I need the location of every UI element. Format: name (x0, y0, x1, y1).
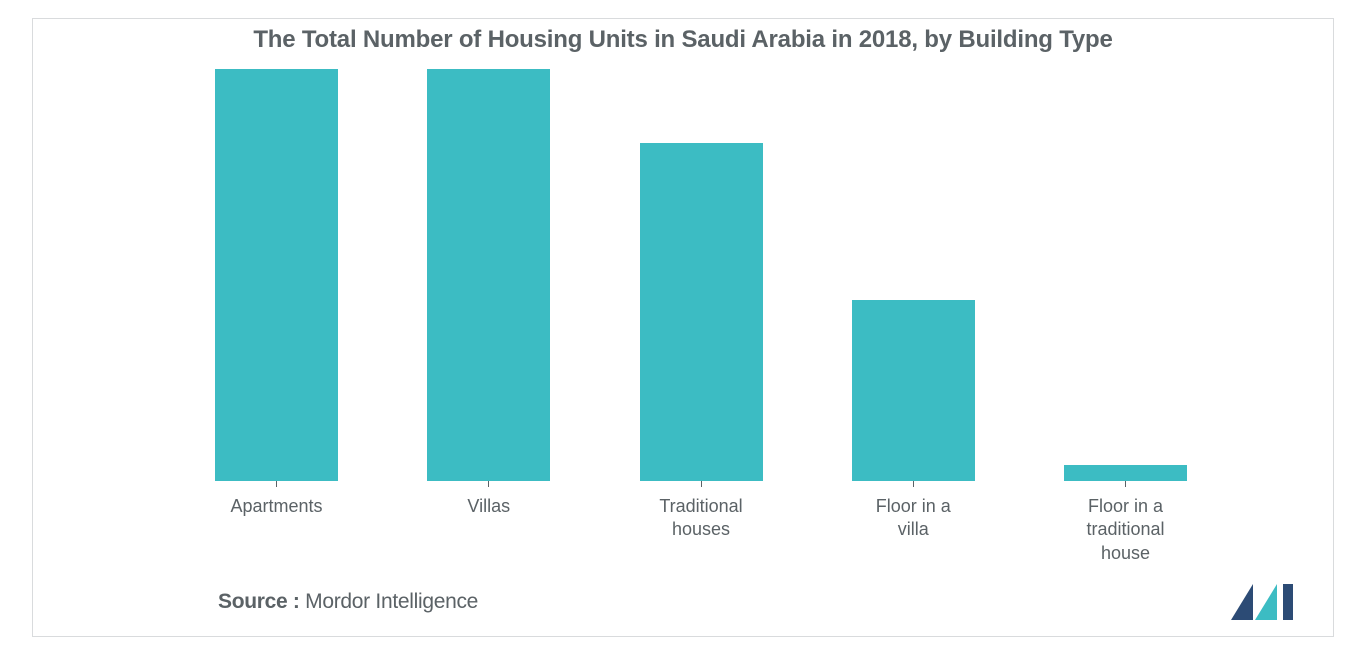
bar (215, 69, 338, 481)
labels-group: Apartments Villas Traditionalhouses Floor i… (215, 487, 1187, 565)
category-label: Floor in atraditionalhouse (1064, 495, 1187, 565)
chart-frame: The Total Number of Housing Units in Sau… (32, 18, 1334, 637)
bar (640, 143, 763, 481)
chart-container: The Total Number of Housing Units in Sau… (0, 0, 1366, 655)
bar-slot (640, 143, 763, 487)
bar-slot (215, 69, 338, 487)
bar-slot (427, 69, 550, 487)
source-line: Source : Mordor Intelligence (218, 590, 478, 614)
bars-group (215, 75, 1187, 487)
bar (1064, 465, 1187, 481)
bar (427, 69, 550, 481)
chart-title: The Total Number of Housing Units in Sau… (33, 19, 1333, 55)
bar-slot (1064, 465, 1187, 487)
category-label: Apartments (215, 495, 338, 565)
bar (852, 300, 975, 481)
category-label: Villas (427, 495, 550, 565)
plot-area: ApartmentsVillasTraditionalhousesFloor i… (215, 75, 1187, 487)
source-lead: Source : (218, 590, 300, 613)
source-name: Mordor Intelligence (300, 590, 478, 613)
mordor-logo-icon (1229, 582, 1309, 622)
category-label: Floor in avilla (852, 495, 975, 565)
bar-slot (852, 300, 975, 487)
category-label: Traditionalhouses (640, 495, 763, 565)
